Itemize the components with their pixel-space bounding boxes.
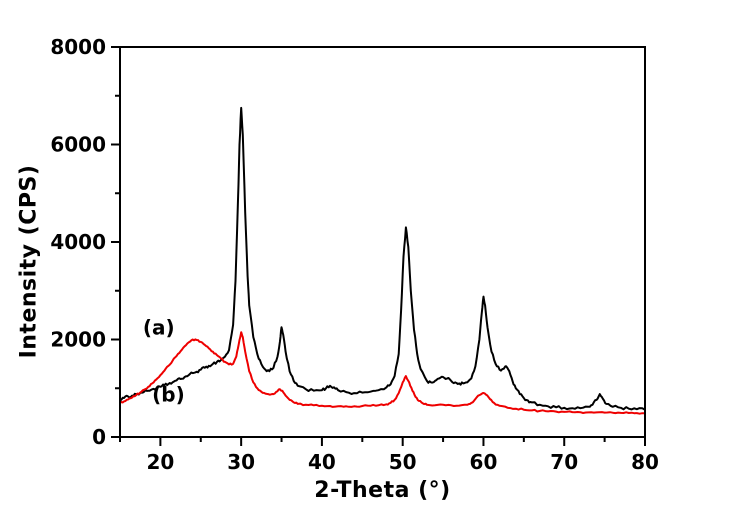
x-axis-title: 2-Theta (°) bbox=[314, 478, 451, 503]
y-tick-label: 0 bbox=[92, 425, 106, 449]
x-tick-label: 40 bbox=[308, 450, 336, 474]
y-tick-label: 2000 bbox=[50, 328, 106, 352]
y-axis-title-wrap: Intensity (CPS) bbox=[0, 0, 58, 522]
y-tick-label: 8000 bbox=[50, 35, 106, 59]
series-trace-2 bbox=[119, 331, 645, 415]
y-axis-title: Intensity (CPS) bbox=[16, 164, 42, 358]
y-tick-label: 4000 bbox=[50, 230, 106, 254]
x-tick-label: 20 bbox=[146, 450, 174, 474]
curve-label-2: (b) bbox=[152, 382, 185, 406]
x-tick-label: 50 bbox=[389, 450, 417, 474]
x-tick-label: 80 bbox=[631, 450, 659, 474]
x-tick-label: 70 bbox=[550, 450, 578, 474]
x-tick-label: 60 bbox=[470, 450, 498, 474]
series-trace-1 bbox=[119, 106, 646, 411]
x-tick-label: 30 bbox=[227, 450, 255, 474]
curve-label-1: (a) bbox=[143, 316, 175, 340]
plot-frame bbox=[119, 46, 646, 438]
y-tick-label: 6000 bbox=[50, 133, 106, 157]
